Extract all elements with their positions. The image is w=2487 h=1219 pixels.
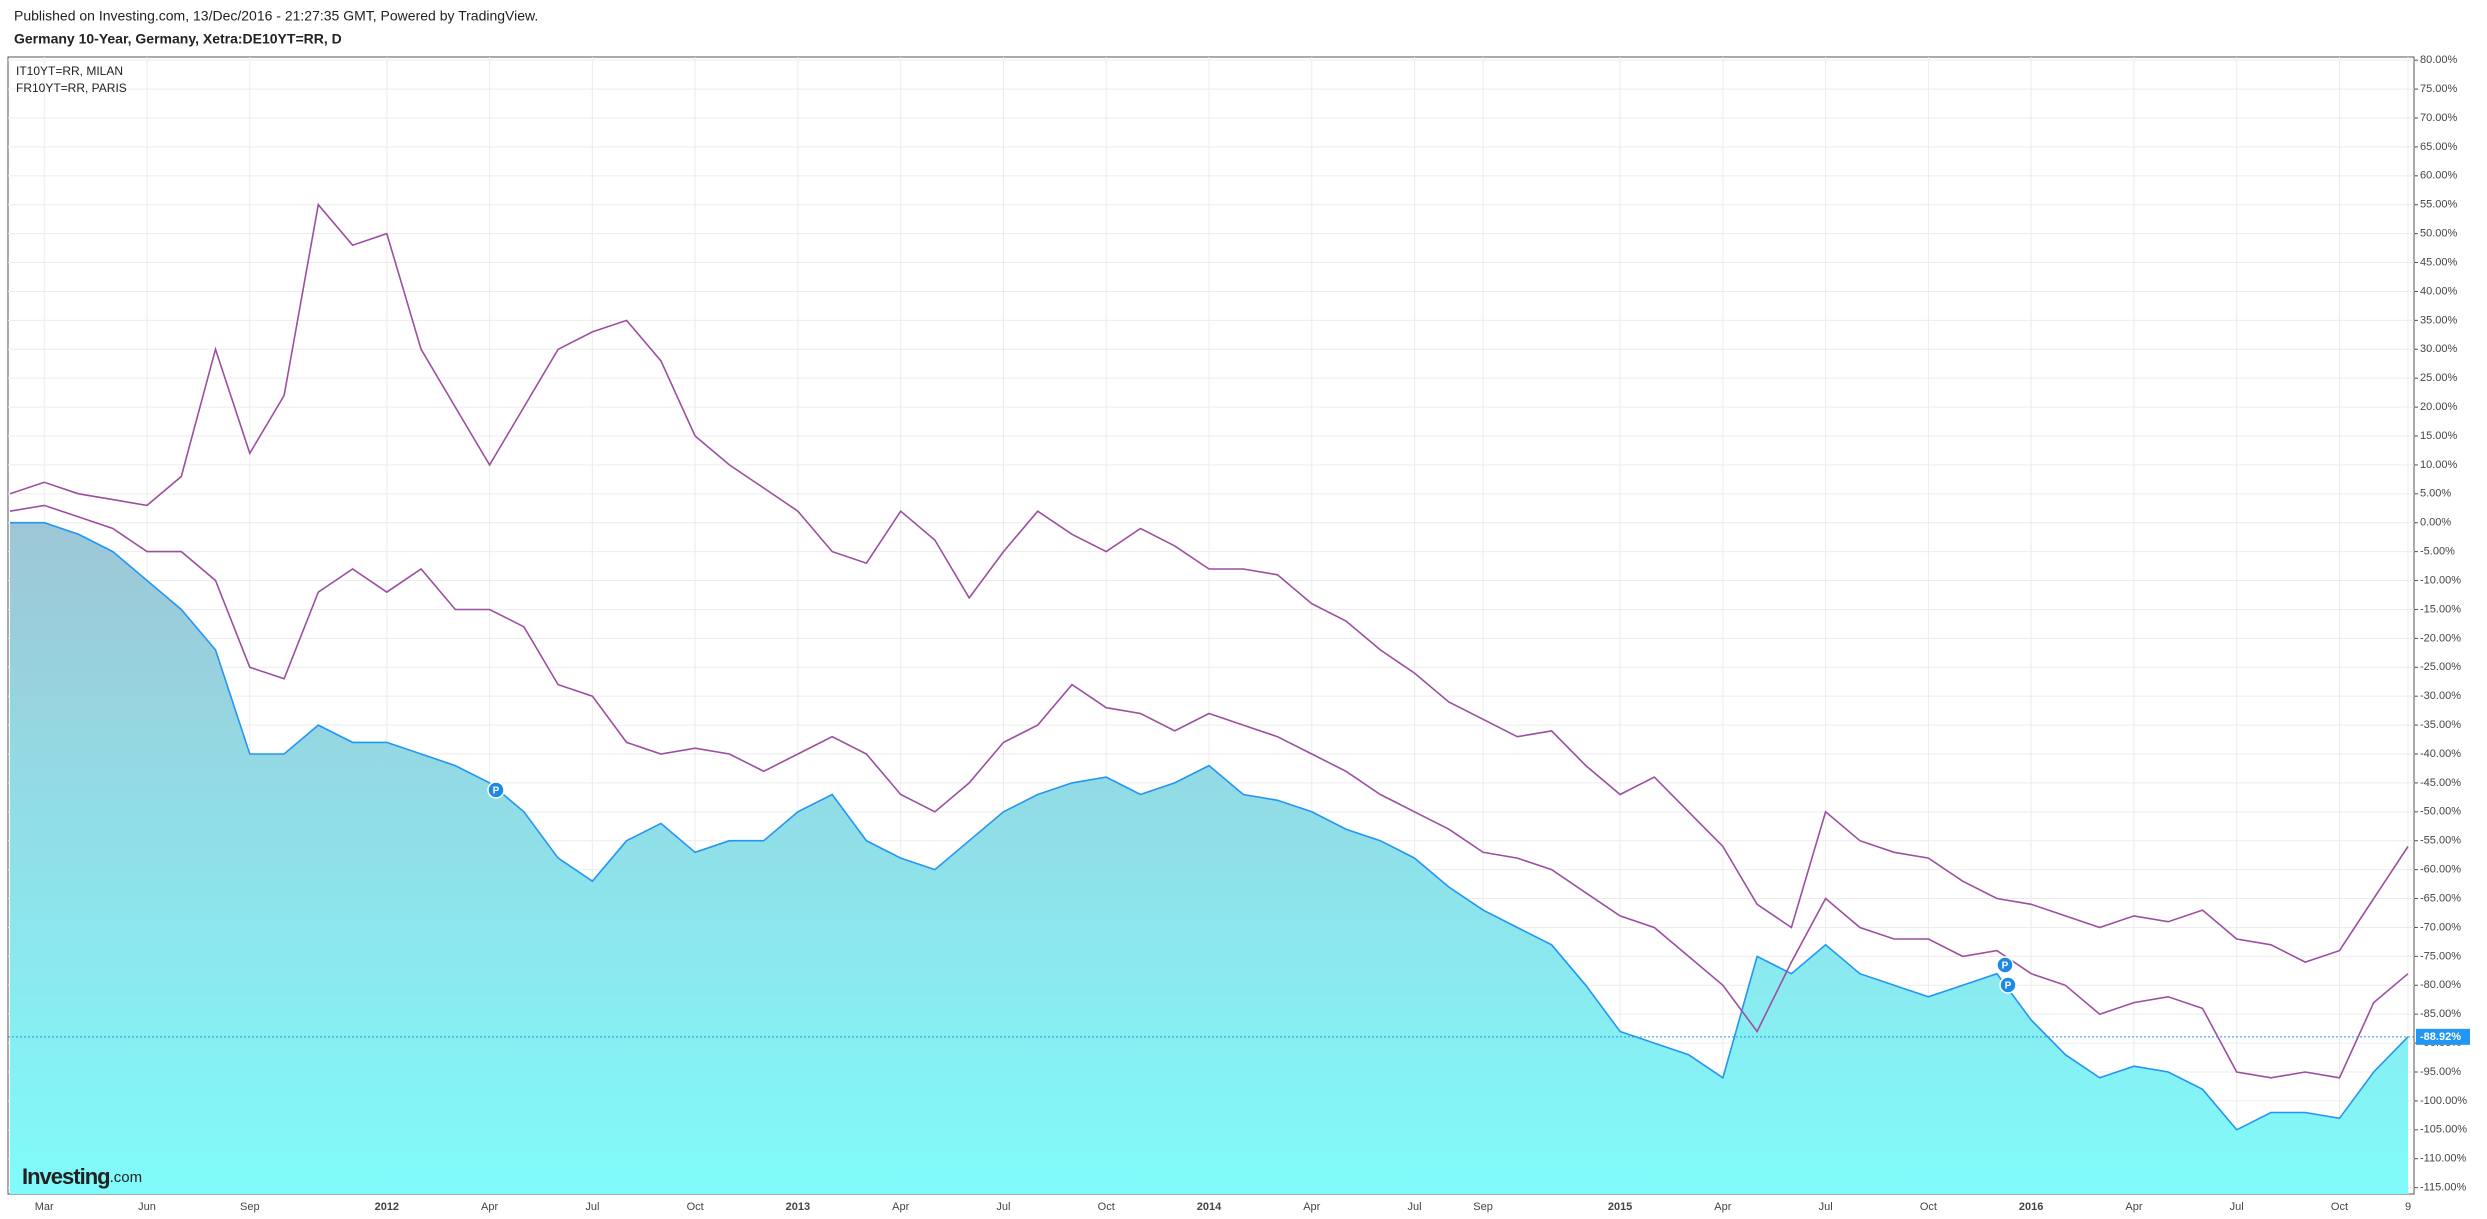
overlay: IT10YT=RR, MILAN FR10YT=RR, PARIS -88.92% P… [8,64,2470,1189]
x-tick-label: Jul [1819,1201,1833,1213]
y-tick-label: 40.00% [2420,285,2458,297]
y-tick-label: 15.00% [2420,430,2458,442]
x-tick-label: 2012 [375,1201,399,1213]
chart-title: Germany 10-Year, Germany, Xetra:DE10YT=R… [14,31,342,47]
y-tick-label: 30.00% [2420,343,2458,355]
event-marker [1999,976,2017,994]
y-tick-label: -30.00% [2420,690,2461,702]
x-tick-label: Oct [1920,1201,1937,1213]
y-tick-label: -110.00% [2420,1153,2466,1165]
y-tick-label: -85.00% [2420,1008,2461,1020]
y-tick-label: 35.00% [2420,314,2458,326]
logo: Investing.com [22,1164,142,1189]
area-fill [10,522,2408,1194]
event-marker-label: P [2005,981,2012,992]
x-tick-label: Jul [996,1201,1010,1213]
x-tick-label: Oct [1098,1201,1115,1213]
y-tick-label: -100.00% [2420,1095,2467,1107]
y-tick-label: 45.00% [2420,256,2458,268]
x-tick-label: Oct [2331,1201,2348,1213]
x-tick-label: Jun [138,1201,156,1213]
y-tick-label: -75.00% [2420,950,2461,962]
y-tick-label: -80.00% [2420,979,2461,991]
y-tick-label: -10.00% [2420,574,2461,586]
event-marker [487,781,505,799]
x-tick-label: Apr [481,1201,498,1213]
x-tick-label: 2013 [786,1201,810,1213]
y-tick-label: 25.00% [2420,372,2458,384]
event-marker-label: P [2002,961,2009,972]
x-tick-label: Sep [1473,1201,1493,1213]
y-tick-label: -55.00% [2420,835,2461,847]
x-tick-label: 2015 [1608,1201,1632,1213]
y-tick-label: -20.00% [2420,632,2461,644]
y-tick-label: -35.00% [2420,719,2461,731]
y-tick-label: -95.00% [2420,1066,2461,1078]
x-tick-label: Apr [1714,1201,1731,1213]
y-tick-label: -15.00% [2420,603,2461,615]
x-tick-label: Jul [585,1201,599,1213]
y-tick-label: -65.00% [2420,892,2461,904]
y-tick-label: -115.00% [2420,1182,2466,1194]
x-tick-label: Oct [687,1201,704,1213]
x-tick-label: Jul [1408,1201,1422,1213]
x-tick-label: Mar [35,1201,54,1213]
y-tick-label: -60.00% [2420,864,2461,876]
y-tick-label: 50.00% [2420,228,2458,240]
y-tick-label: 65.00% [2420,141,2458,153]
logo-main: Investing [22,1164,110,1189]
y-tick-label: -105.00% [2420,1124,2467,1136]
y-tick-label: 80.00% [2420,54,2458,66]
y-tick-label: 75.00% [2420,83,2458,95]
x-tick-label: 9 [2405,1201,2411,1213]
y-tick-label: 60.00% [2420,170,2458,182]
y-tick-label: 20.00% [2420,401,2458,413]
legend-entry: FR10YT=RR, PARIS [16,81,127,95]
y-tick-label: -50.00% [2420,806,2461,818]
event-marker [1996,956,2014,974]
event-marker-label: P [493,786,500,797]
last-value-label: -88.92% [2420,1031,2461,1043]
y-tick-label: -45.00% [2420,777,2461,789]
y-tick-label: -40.00% [2420,748,2461,760]
y-tick-label: -25.00% [2420,661,2461,673]
y-tick-label: 5.00% [2420,488,2451,500]
logo-suffix: .com [110,1169,143,1186]
y-tick-label: 0.00% [2420,517,2451,529]
y-tick-label: -70.00% [2420,921,2461,933]
y-tick-label: 70.00% [2420,112,2458,124]
x-tick-label: Apr [892,1201,909,1213]
y-tick-label: 10.00% [2420,459,2458,471]
last-value-box [2416,1028,2470,1045]
legend-entry: IT10YT=RR, MILAN [16,64,123,78]
y-tick-label: -5.00% [2420,546,2455,558]
publisher-note: Published on Investing.com, 13/Dec/2016 … [14,8,538,24]
y-tick-label: 55.00% [2420,199,2458,211]
x-tick-label: 2016 [2019,1201,2043,1213]
x-tick-label: Apr [2125,1201,2142,1213]
x-tick-label: Jul [2230,1201,2244,1213]
series-line [9,202,2409,963]
x-tick-label: 2014 [1197,1201,1222,1213]
x-tick-label: Sep [240,1201,260,1213]
x-tick-label: Apr [1303,1201,1320,1213]
